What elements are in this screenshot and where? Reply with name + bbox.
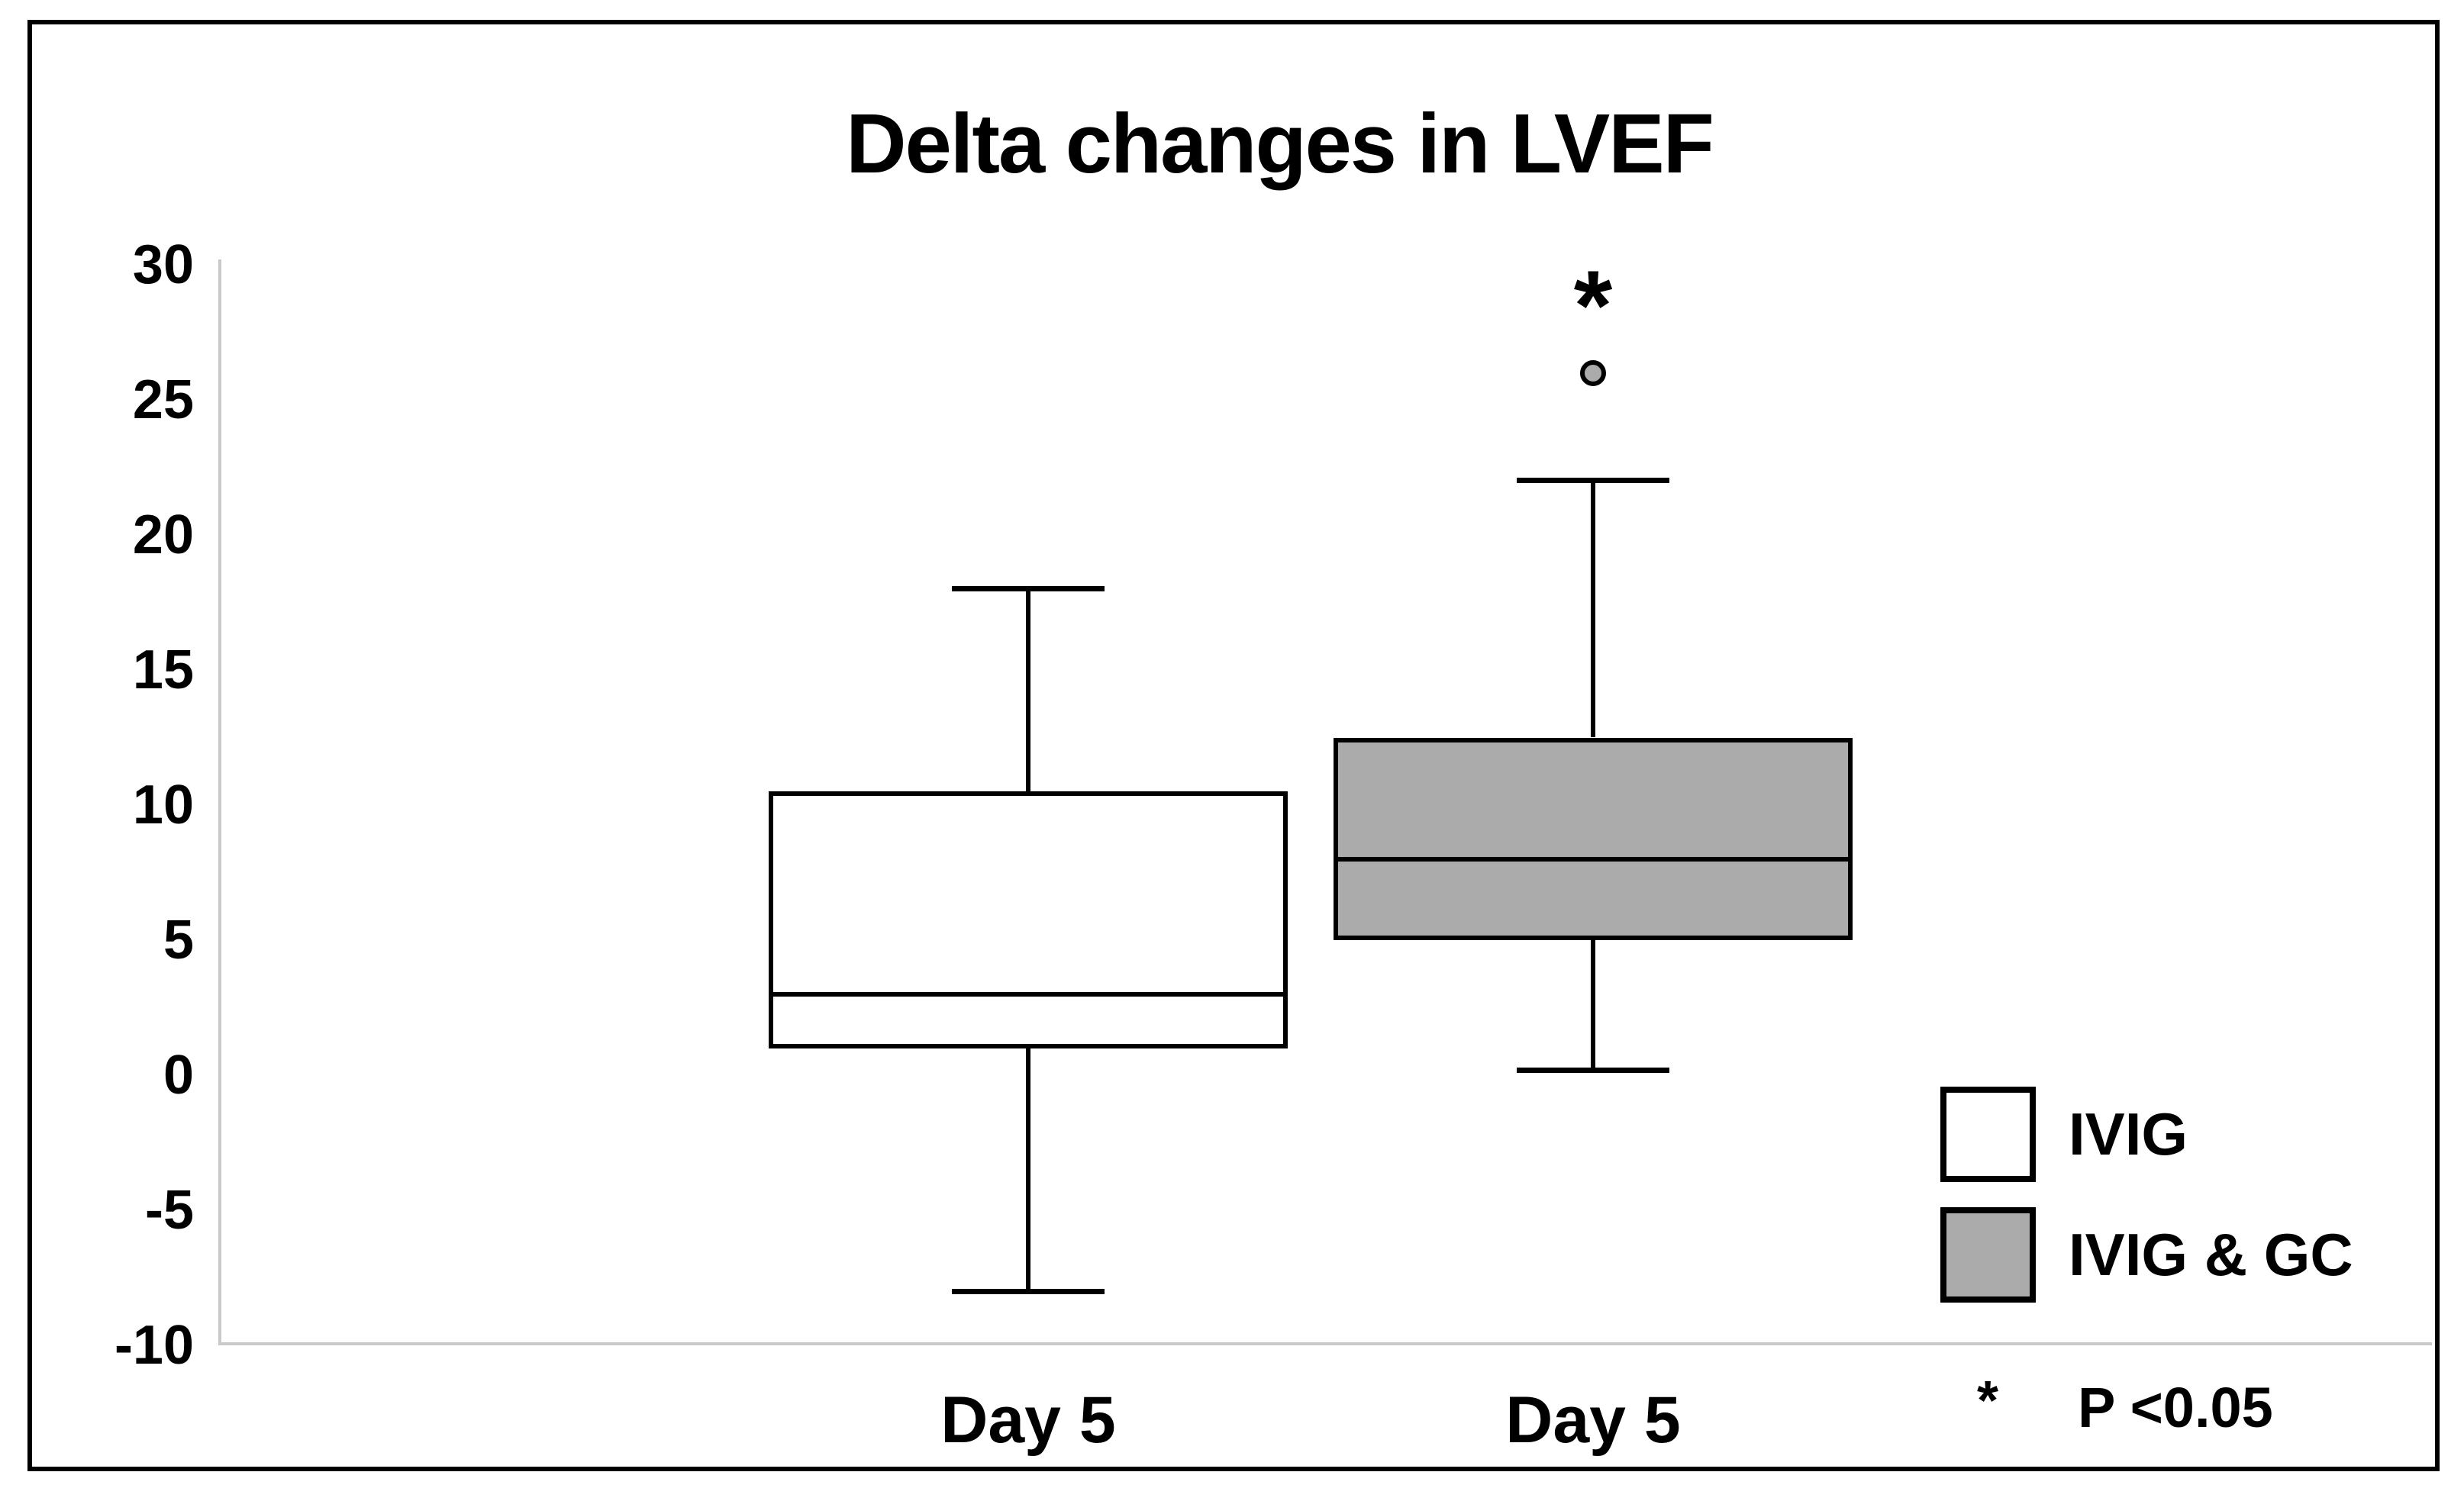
outlier-point: [1580, 359, 1606, 386]
iqr-box: [1334, 737, 1853, 940]
y-tick-label: 15: [132, 639, 194, 701]
y-tick-label: -10: [114, 1315, 194, 1376]
y-tick-label: 25: [132, 369, 194, 430]
x-axis-line: [218, 1342, 2432, 1345]
y-tick-label: 5: [163, 910, 194, 971]
median-line: [769, 991, 1288, 997]
whisker-lower-cap: [1517, 1067, 1669, 1073]
median-line: [1334, 856, 1853, 862]
y-tick-label: 0: [163, 1045, 194, 1106]
y-tick-label: 20: [132, 504, 194, 565]
whisker-upper-cap: [1517, 478, 1669, 484]
significance-asterisk: *: [1976, 1371, 1999, 1432]
whisker-lower-line: [1026, 1048, 1030, 1292]
legend-swatch: [1940, 1087, 2036, 1182]
y-axis-line: [218, 259, 221, 1345]
figure-frame: Delta changes in LVEF 30 25 20 15 10 5 0 -5 -10 …: [27, 20, 2440, 1471]
whisker-lower-cap: [952, 1289, 1105, 1295]
chart-title: Delta changes in LVEF: [846, 97, 1714, 191]
y-tick-label: 10: [132, 775, 194, 836]
whisker-upper-line: [1026, 588, 1030, 792]
footnote-text: P <0.05: [2078, 1376, 2273, 1439]
legend-label: IVIG: [2069, 1100, 2188, 1168]
legend-label: IVIG & GC: [2069, 1221, 2353, 1288]
iqr-box: [769, 791, 1288, 1048]
y-tick-label: -5: [144, 1180, 194, 1241]
x-axis-label: Day 5: [940, 1383, 1116, 1457]
whisker-upper-line: [1591, 481, 1595, 738]
significance-asterisk: *: [1573, 250, 1613, 362]
whisker-lower-line: [1591, 940, 1595, 1070]
x-axis-label: Day 5: [1505, 1383, 1681, 1457]
y-tick-label: 30: [132, 234, 194, 295]
legend-swatch: [1940, 1207, 2036, 1303]
whisker-upper-cap: [952, 585, 1105, 591]
